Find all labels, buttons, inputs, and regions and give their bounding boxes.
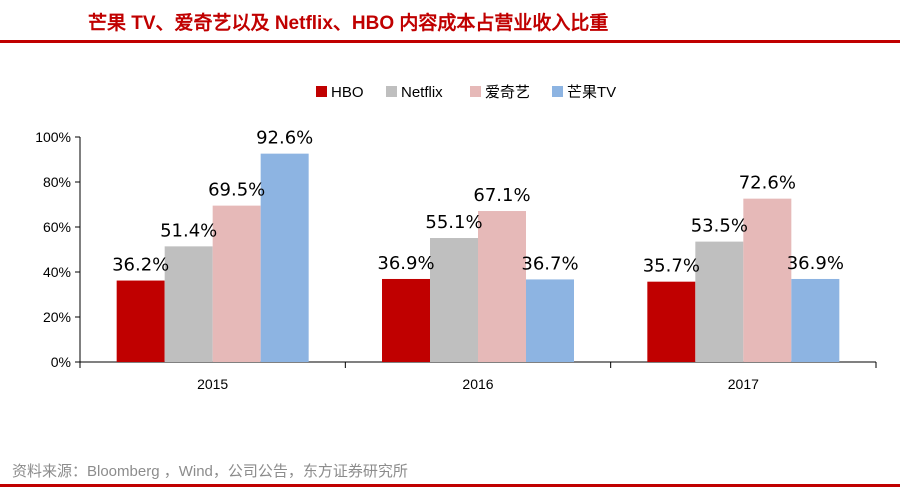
data-label: 55.1% (425, 212, 482, 233)
y-tick-label: 80% (43, 174, 71, 190)
bar-Netflix-2017 (695, 241, 744, 362)
legend-swatch (470, 86, 481, 97)
y-tick-label: 40% (43, 264, 71, 280)
data-label: 35.7% (643, 256, 700, 277)
data-label: 53.5% (691, 216, 748, 237)
legend: HBO Netflix 爱奇艺 芒果TV (316, 84, 616, 101)
bar-爱奇艺-2016 (478, 211, 526, 362)
data-label: 72.6% (739, 173, 796, 194)
bar-HBO-2017 (647, 281, 696, 362)
legend-swatch (316, 86, 327, 97)
data-label: 36.9% (377, 253, 434, 274)
y-tick-label: 60% (43, 219, 71, 235)
data-label: 36.7% (521, 253, 578, 274)
data-label: 67.1% (473, 185, 530, 206)
data-label: 69.5% (208, 180, 265, 201)
legend-label: 芒果TV (567, 84, 616, 101)
bars (116, 153, 840, 362)
data-label: 92.6% (256, 128, 313, 149)
data-label: 36.2% (112, 255, 169, 276)
data-label: 51.4% (160, 220, 217, 241)
bar-HBO-2016 (382, 278, 430, 362)
bar-爱奇艺-2015 (212, 205, 261, 362)
bar-Netflix-2015 (164, 246, 213, 362)
chart-title: 芒果 TV、爱奇艺以及 Netflix、HBO 内容成本占营业收入比重 (88, 13, 609, 34)
bar-芒果TV-2015 (260, 153, 309, 362)
x-axis: 2015 2016 2017 (79, 361, 877, 392)
y-axis: 0% 20% 40% 60% 80% 100% (35, 129, 81, 370)
legend-swatch (552, 86, 563, 97)
data-label: 36.9% (787, 253, 844, 274)
title-divider (0, 40, 900, 43)
x-tick-label: 2015 (197, 376, 228, 392)
y-tick-label: 0% (51, 354, 71, 370)
bar-芒果TV-2016 (526, 279, 574, 362)
data-labels: 36.2% 51.4% 69.5% 92.6% 36.9% 55.1% 67.1% 36.7%… (112, 128, 844, 277)
source-note: 资料来源：Bloomberg ，Wind，公司公告，东方证券研究所 (12, 463, 408, 480)
x-tick-label: 2016 (462, 376, 493, 392)
legend-swatch (386, 86, 397, 97)
bar-芒果TV-2017 (791, 278, 840, 362)
footer-divider (0, 484, 900, 487)
bar-爱奇艺-2017 (743, 198, 792, 362)
y-tick-label: 100% (35, 129, 71, 145)
y-tick-label: 20% (43, 309, 71, 325)
legend-label: Netflix (401, 84, 443, 101)
legend-label: 爱奇艺 (485, 84, 530, 101)
x-tick-label: 2017 (728, 376, 759, 392)
bar-HBO-2015 (116, 280, 165, 362)
legend-label: HBO (331, 84, 364, 101)
bar-Netflix-2016 (430, 238, 478, 362)
